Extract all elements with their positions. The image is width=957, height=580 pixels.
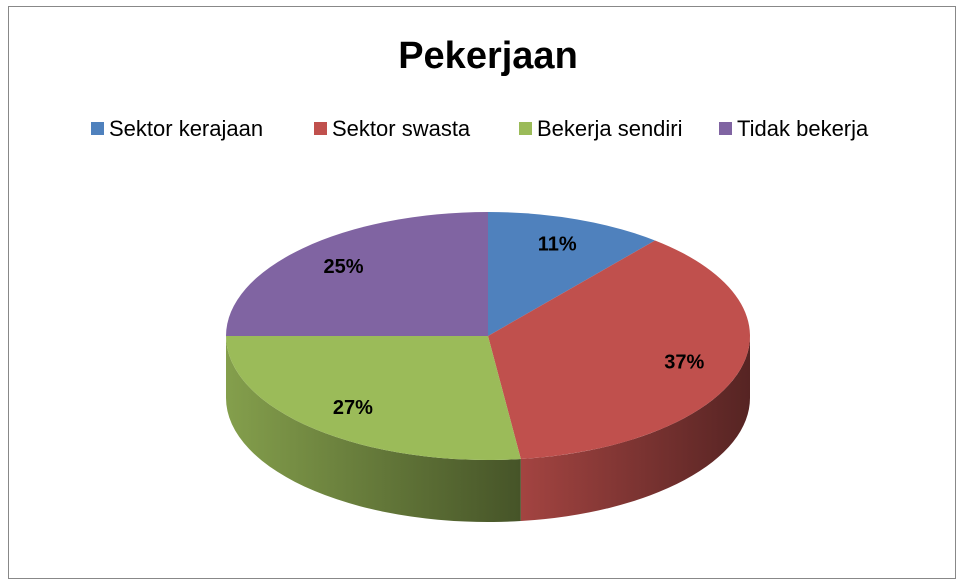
legend-swatch <box>314 122 327 135</box>
legend-item: Bekerja sendiri <box>519 116 683 141</box>
data-label: 27% <box>333 397 373 419</box>
data-label: 25% <box>323 256 363 278</box>
legend-item: Sektor swasta <box>314 116 471 141</box>
pie-slice <box>488 240 750 460</box>
legend-swatch <box>91 122 104 135</box>
pie-side <box>520 336 750 522</box>
legend-label: Bekerja sendiri <box>537 116 683 141</box>
legend-swatch <box>719 122 732 135</box>
pie-slice <box>226 212 488 336</box>
legend-label: Tidak bekerja <box>737 116 869 141</box>
data-label: 11% <box>538 233 577 255</box>
legend-item: Sektor kerajaan <box>91 116 263 141</box>
legend-label: Sektor kerajaan <box>109 116 263 141</box>
chart-title: Pekerjaan <box>398 35 578 77</box>
legend-label: Sektor swasta <box>332 116 471 141</box>
data-label: 37% <box>664 351 704 373</box>
legend-item: Tidak bekerja <box>719 116 869 141</box>
pie-side <box>226 336 521 522</box>
pie-slice <box>488 212 656 336</box>
legend-swatch <box>519 122 532 135</box>
pie-slice <box>226 336 521 461</box>
